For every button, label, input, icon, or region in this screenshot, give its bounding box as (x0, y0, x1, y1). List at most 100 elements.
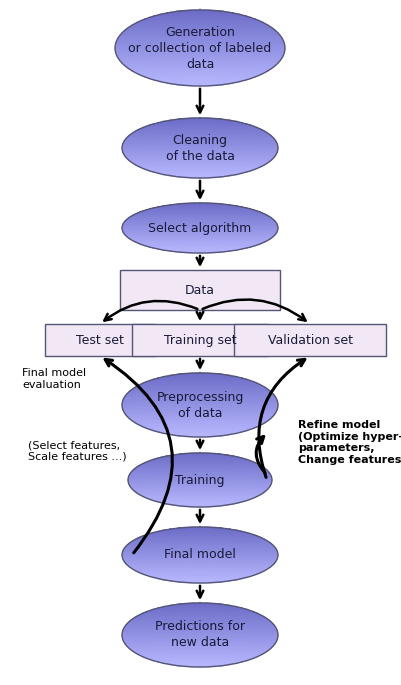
Ellipse shape (128, 392, 272, 394)
Ellipse shape (122, 552, 278, 554)
Ellipse shape (142, 244, 258, 246)
Ellipse shape (122, 227, 278, 228)
Ellipse shape (131, 486, 269, 488)
Ellipse shape (169, 119, 231, 121)
Ellipse shape (160, 456, 239, 458)
Ellipse shape (118, 37, 282, 39)
Ellipse shape (133, 618, 267, 620)
Ellipse shape (178, 251, 222, 253)
Ellipse shape (131, 161, 269, 163)
Ellipse shape (169, 434, 231, 436)
Ellipse shape (142, 167, 258, 169)
Ellipse shape (169, 528, 231, 530)
Ellipse shape (122, 551, 277, 553)
Ellipse shape (136, 466, 263, 468)
Ellipse shape (128, 481, 272, 482)
Ellipse shape (178, 373, 222, 375)
Ellipse shape (140, 494, 260, 496)
Ellipse shape (176, 84, 224, 86)
Ellipse shape (137, 212, 263, 214)
Ellipse shape (116, 40, 284, 42)
Ellipse shape (124, 411, 276, 413)
Ellipse shape (126, 220, 274, 221)
Ellipse shape (153, 208, 247, 209)
Ellipse shape (140, 464, 260, 466)
Ellipse shape (116, 41, 284, 44)
Ellipse shape (127, 27, 273, 30)
Ellipse shape (131, 541, 269, 543)
Ellipse shape (135, 468, 265, 469)
Ellipse shape (127, 236, 273, 238)
Ellipse shape (159, 14, 241, 16)
Ellipse shape (135, 616, 265, 619)
Ellipse shape (130, 485, 270, 487)
Ellipse shape (128, 136, 272, 137)
Ellipse shape (125, 562, 275, 563)
Ellipse shape (178, 119, 222, 120)
Ellipse shape (137, 73, 263, 75)
Ellipse shape (135, 131, 265, 132)
Ellipse shape (122, 408, 277, 410)
Ellipse shape (126, 156, 274, 158)
Ellipse shape (135, 164, 265, 166)
Ellipse shape (135, 538, 265, 540)
Ellipse shape (123, 142, 277, 145)
Ellipse shape (126, 562, 274, 564)
Ellipse shape (132, 470, 267, 471)
Ellipse shape (133, 162, 267, 164)
Ellipse shape (153, 247, 247, 249)
Ellipse shape (126, 414, 274, 416)
Ellipse shape (127, 393, 273, 395)
Ellipse shape (116, 53, 284, 56)
Ellipse shape (154, 15, 247, 17)
Ellipse shape (147, 461, 253, 462)
Ellipse shape (146, 245, 255, 247)
Ellipse shape (124, 410, 277, 412)
Ellipse shape (122, 555, 278, 556)
Ellipse shape (156, 501, 243, 502)
Ellipse shape (128, 482, 271, 484)
Ellipse shape (124, 559, 277, 561)
Ellipse shape (130, 160, 270, 162)
Text: Refine model
(Optimize hyper-
parameters,
Change features ...): Refine model (Optimize hyper- parameters… (298, 420, 401, 465)
FancyBboxPatch shape (120, 270, 280, 310)
Ellipse shape (142, 612, 258, 614)
Ellipse shape (149, 428, 251, 430)
Ellipse shape (147, 497, 253, 499)
Ellipse shape (122, 405, 278, 407)
Ellipse shape (129, 26, 271, 28)
Ellipse shape (162, 206, 237, 207)
Ellipse shape (128, 476, 271, 478)
Ellipse shape (129, 483, 271, 485)
Ellipse shape (142, 463, 258, 465)
Ellipse shape (123, 223, 277, 225)
Ellipse shape (127, 545, 273, 546)
Ellipse shape (157, 431, 243, 433)
Ellipse shape (123, 399, 277, 401)
Ellipse shape (122, 406, 278, 408)
Ellipse shape (162, 249, 237, 251)
Ellipse shape (157, 248, 243, 250)
Ellipse shape (169, 375, 231, 377)
Ellipse shape (123, 550, 277, 552)
Ellipse shape (135, 214, 265, 215)
Ellipse shape (127, 645, 273, 647)
Ellipse shape (122, 632, 278, 634)
Ellipse shape (124, 232, 277, 234)
Ellipse shape (126, 235, 274, 236)
Ellipse shape (162, 606, 237, 608)
Ellipse shape (146, 169, 255, 171)
Ellipse shape (149, 170, 251, 172)
Ellipse shape (169, 204, 231, 206)
Ellipse shape (127, 415, 273, 417)
Ellipse shape (134, 490, 266, 491)
Ellipse shape (176, 10, 224, 13)
Ellipse shape (115, 47, 285, 50)
Ellipse shape (127, 136, 273, 138)
Ellipse shape (142, 127, 258, 129)
Ellipse shape (142, 656, 258, 658)
Ellipse shape (124, 398, 277, 400)
Ellipse shape (130, 238, 270, 240)
Ellipse shape (122, 227, 278, 229)
Ellipse shape (135, 651, 265, 653)
